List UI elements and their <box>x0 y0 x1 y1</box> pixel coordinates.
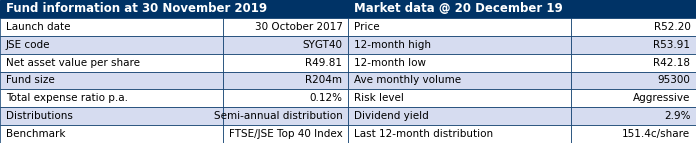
Text: Last 12-month distribution: Last 12-month distribution <box>354 129 493 139</box>
Text: SYGT40: SYGT40 <box>303 40 342 50</box>
Text: Benchmark: Benchmark <box>6 129 65 139</box>
Bar <box>0 0 348 18</box>
Text: Fund size: Fund size <box>6 76 54 85</box>
Bar <box>0 54 223 72</box>
Bar <box>223 72 348 89</box>
Bar <box>0 18 223 36</box>
Bar <box>348 89 571 107</box>
Bar <box>348 54 571 72</box>
Text: Fund information at 30 November 2019: Fund information at 30 November 2019 <box>6 2 267 15</box>
Text: Aggressive: Aggressive <box>633 93 690 103</box>
Bar <box>223 89 348 107</box>
Text: R49.81: R49.81 <box>306 58 342 67</box>
Bar <box>571 107 696 125</box>
Bar <box>348 125 571 143</box>
Bar <box>223 125 348 143</box>
Bar <box>571 72 696 89</box>
Text: 0.12%: 0.12% <box>310 93 342 103</box>
Bar <box>571 18 696 36</box>
Bar <box>223 36 348 54</box>
Text: 151.4c/share: 151.4c/share <box>622 129 690 139</box>
Bar <box>348 0 696 18</box>
Text: 30 October 2017: 30 October 2017 <box>255 22 342 32</box>
Bar <box>348 72 571 89</box>
Bar <box>223 18 348 36</box>
Text: R52.20: R52.20 <box>654 22 690 32</box>
Bar <box>223 107 348 125</box>
Text: Distributions: Distributions <box>6 111 72 121</box>
Bar <box>0 107 223 125</box>
Bar <box>348 36 571 54</box>
Text: R53.91: R53.91 <box>654 40 690 50</box>
Text: 95300: 95300 <box>658 76 690 85</box>
Text: Ave monthly volume: Ave monthly volume <box>354 76 461 85</box>
Bar <box>571 54 696 72</box>
Bar <box>223 54 348 72</box>
Text: 2.9%: 2.9% <box>664 111 690 121</box>
Bar <box>0 36 223 54</box>
Text: 12-month low: 12-month low <box>354 58 425 67</box>
Text: Launch date: Launch date <box>6 22 70 32</box>
Text: Total expense ratio p.a.: Total expense ratio p.a. <box>6 93 127 103</box>
Bar <box>571 36 696 54</box>
Text: Semi-annual distribution: Semi-annual distribution <box>214 111 342 121</box>
Bar <box>571 89 696 107</box>
Bar <box>348 107 571 125</box>
Text: Dividend yield: Dividend yield <box>354 111 428 121</box>
Text: Risk level: Risk level <box>354 93 404 103</box>
Text: Price: Price <box>354 22 379 32</box>
Bar <box>0 72 223 89</box>
Text: 12-month high: 12-month high <box>354 40 431 50</box>
Bar <box>571 125 696 143</box>
Text: JSE code: JSE code <box>6 40 50 50</box>
Text: FTSE/JSE Top 40 Index: FTSE/JSE Top 40 Index <box>229 129 342 139</box>
Text: R204m: R204m <box>306 76 342 85</box>
Text: Net asset value per share: Net asset value per share <box>6 58 140 67</box>
Text: R42.18: R42.18 <box>654 58 690 67</box>
Bar <box>0 89 223 107</box>
Text: Market data @ 20 December 19: Market data @ 20 December 19 <box>354 2 562 15</box>
Bar <box>348 18 571 36</box>
Bar <box>0 125 223 143</box>
